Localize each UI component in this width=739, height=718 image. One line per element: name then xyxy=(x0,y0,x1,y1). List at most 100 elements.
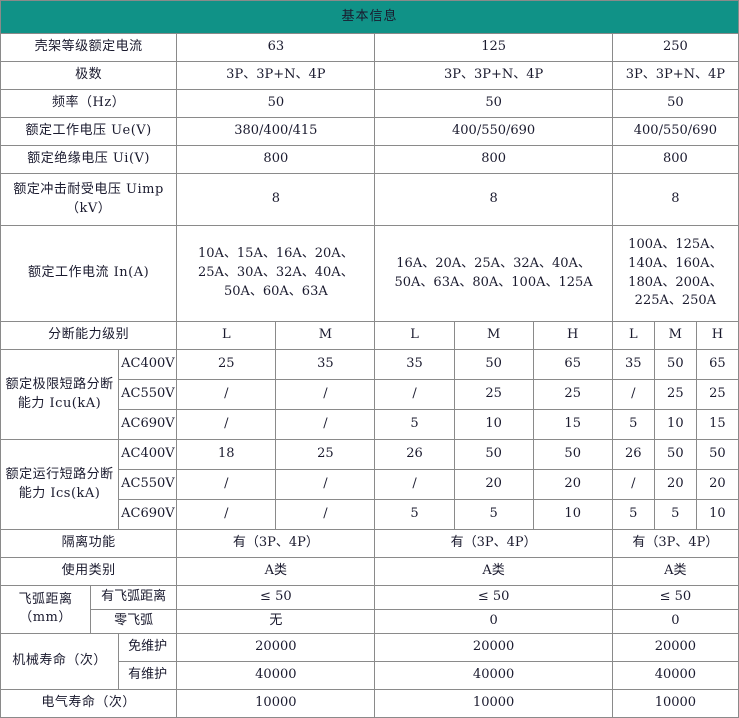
cell-ics-125-l: 5 xyxy=(374,499,455,530)
row-label: 电气寿命（次） xyxy=(0,688,178,718)
cell-icu-250-m: 25 xyxy=(653,379,697,410)
cell-frame-250: A类 xyxy=(611,557,739,586)
cell-frame-125: 16A、20A、25A、32A、40A、50A、63A、80A、100A、125… xyxy=(374,225,613,322)
table-row-electrical-life: 电气寿命（次） 10000 10000 10000 xyxy=(0,688,739,718)
cell-frame-125: 400/550/690 xyxy=(374,117,613,146)
table-row-rated-working-voltage: 额定工作电压 Ue(V) 380/400/415 400/550/690 400… xyxy=(0,117,739,146)
cell-icu-63-m: / xyxy=(275,379,376,410)
sub-label-with-maintenance: 有维护 xyxy=(118,660,178,690)
cell-frame-63: 40000 xyxy=(176,660,376,690)
cell-ics-250-m: 5 xyxy=(653,499,697,530)
table-row-arc-distance-zero: 零飞弧 无 0 0 xyxy=(1,608,739,634)
cell-icu-125-h: 25 xyxy=(532,379,613,410)
cell-ics-125-m: 5 xyxy=(453,499,534,530)
cell-icu-63-m: 35 xyxy=(275,349,376,380)
cell-frame-125: 800 xyxy=(374,145,613,174)
cell-icu-250-h: 65 xyxy=(695,349,739,380)
grade-63-m: M xyxy=(275,321,376,350)
row-label: 频率（Hz） xyxy=(0,89,178,118)
cell-frame-250: 800 xyxy=(611,145,739,174)
cell-icu-125-h: 15 xyxy=(532,409,613,440)
cell-icu-125-h: 65 xyxy=(532,349,613,380)
cell-frame-250: 有（3P、4P） xyxy=(611,529,739,558)
cell-frame-250: 50 xyxy=(611,89,739,118)
table-row-utilization-category: 使用类别 A类 A类 A类 xyxy=(0,557,739,586)
sub-label-ac690v: AC690V xyxy=(118,499,178,530)
cell-icu-250-m: 10 xyxy=(653,409,697,440)
cell-frame-125: 50 xyxy=(374,89,613,118)
cell-ics-125-m: 20 xyxy=(453,469,534,500)
sub-label-with-arc: 有飞弧距离 xyxy=(90,585,178,610)
grade-250-m: M xyxy=(653,321,697,350)
cell-ics-125-h: 10 xyxy=(532,499,613,530)
cell-ics-250-m: 50 xyxy=(653,439,697,470)
cell-frame-63: ≤ 50 xyxy=(176,585,376,610)
cell-frame-63: A类 xyxy=(176,557,376,586)
cell-icu-125-l: 5 xyxy=(374,409,455,440)
grade-250-l: L xyxy=(611,321,655,350)
row-label-mechanical-life: 机械寿命（次） xyxy=(0,632,120,690)
cell-ics-63-l: 18 xyxy=(176,439,277,470)
cell-icu-250-h: 25 xyxy=(695,379,739,410)
cell-frame-63: 8 xyxy=(176,173,376,226)
cell-icu-250-l: 35 xyxy=(611,349,655,380)
cell-frame-250: 3P、3P+N、4P xyxy=(611,61,739,90)
cell-frame-125: 40000 xyxy=(374,660,613,690)
table-row-poles: 极数 3P、3P+N、4P 3P、3P+N、4P 3P、3P+N、4P xyxy=(0,61,739,90)
row-label: 极数 xyxy=(0,61,178,90)
table-row-rated-insulation-voltage: 额定绝缘电压 Ui(V) 800 800 800 xyxy=(0,145,739,174)
table-row-frequency: 频率（Hz） 50 50 50 xyxy=(0,89,739,118)
cell-frame-250: 8 xyxy=(611,173,739,226)
cell-icu-125-m: 50 xyxy=(453,349,534,380)
cell-icu-63-l: / xyxy=(176,409,277,440)
cell-frame-250: 10000 xyxy=(611,688,739,718)
cell-frame-63: 20000 xyxy=(176,632,376,662)
row-label: 壳架等级额定电流 xyxy=(0,33,178,62)
cell-ics-125-m: 50 xyxy=(453,439,534,470)
cell-frame-125: 0 xyxy=(374,608,613,634)
grade-125-m: M xyxy=(453,321,534,350)
table-row-rated-impulse-voltage: 额定冲击耐受电压 Uimp（kV） 8 8 8 xyxy=(0,173,739,226)
row-label: 额定工作电压 Ue(V) xyxy=(0,117,178,146)
cell-ics-250-l: 5 xyxy=(611,499,655,530)
cell-ics-250-h: 20 xyxy=(695,469,739,500)
cell-ics-63-m: 25 xyxy=(275,439,376,470)
table-title-row: 基本信息 xyxy=(0,0,739,34)
cell-ics-125-l: / xyxy=(374,469,455,500)
cell-icu-250-m: 50 xyxy=(653,349,697,380)
grade-125-h: H xyxy=(532,321,613,350)
cell-frame-125: ≤ 50 xyxy=(374,585,613,610)
cell-icu-63-l: / xyxy=(176,379,277,410)
cell-frame-250: ≤ 50 xyxy=(611,585,739,610)
cell-ics-250-l: 26 xyxy=(611,439,655,470)
table-row-icu-ac400v: 额定极限短路分断能力 Icu(kA) AC400V 25 35 35 50 65… xyxy=(0,349,739,440)
row-label-arc-distance: 飞弧距离（mm） xyxy=(0,585,92,634)
cell-ics-63-l: / xyxy=(176,469,277,500)
cell-frame-63: 380/400/415 xyxy=(176,117,376,146)
row-label-icu: 额定极限短路分断能力 Icu(kA) xyxy=(0,349,120,440)
cell-frame-63: 3P、3P+N、4P xyxy=(176,61,376,90)
cell-frame-125: 20000 xyxy=(374,632,613,662)
cell-frame-250: 100A、125A、140A、160A、180A、200A、225A、250A xyxy=(611,225,739,322)
cell-ics-125-h: 50 xyxy=(532,439,613,470)
cell-frame-63: 800 xyxy=(176,145,376,174)
row-label: 额定冲击耐受电压 Uimp（kV） xyxy=(0,173,178,226)
cell-frame-125: 8 xyxy=(374,173,613,226)
row-label-ics: 额定运行短路分断能力 Ics(kA) xyxy=(0,439,120,530)
grade-250-h: H xyxy=(695,321,739,350)
table-row-breaking-capacity-grade: 分断能力级别 L M L M H L M H xyxy=(0,321,739,350)
table-row-isolation-function: 隔离功能 有（3P、4P） 有（3P、4P） 有（3P、4P） xyxy=(0,529,739,558)
table-row-rated-working-current: 额定工作电流 In(A) 10A、15A、16A、20A、25A、30A、32A… xyxy=(0,225,739,322)
cell-ics-63-m: / xyxy=(275,469,376,500)
grade-63-l: L xyxy=(176,321,277,350)
cell-icu-125-m: 25 xyxy=(453,379,534,410)
cell-frame-63: 50 xyxy=(176,89,376,118)
cell-ics-250-m: 20 xyxy=(653,469,697,500)
cell-frame-125: A类 xyxy=(374,557,613,586)
cell-frame-63: 无 xyxy=(176,608,376,634)
cell-icu-250-h: 15 xyxy=(695,409,739,440)
cell-frame-250: 40000 xyxy=(611,660,739,690)
cell-ics-63-m: / xyxy=(275,499,376,530)
cell-frame-125: 3P、3P+N、4P xyxy=(374,61,613,90)
